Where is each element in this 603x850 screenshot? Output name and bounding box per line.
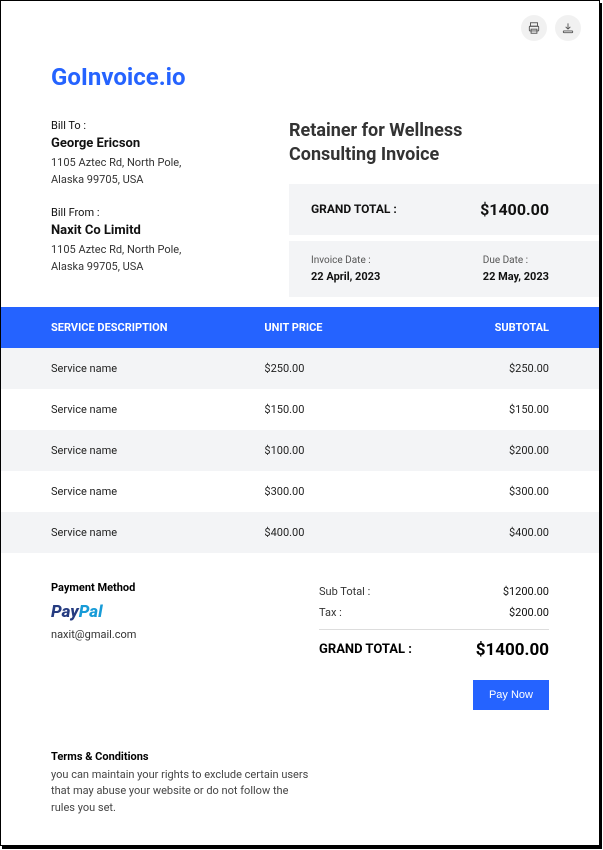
logo: GoInvoice.io	[51, 63, 549, 91]
table-row: Service name $250.00 $250.00	[1, 348, 599, 389]
bill-from-addr2: Alaska 99705, USA	[51, 259, 281, 276]
payment-label: Payment Method	[51, 581, 136, 594]
tax-label: Tax :	[319, 606, 342, 619]
cell-subtotal: $400.00	[407, 526, 549, 539]
cell-price: $400.00	[264, 526, 406, 539]
subtotal-value: $1200.00	[503, 585, 549, 598]
table-header: SERVICE DESCRIPTION UNIT PRICE SUBTOTAL	[1, 307, 599, 348]
cell-price: $250.00	[264, 362, 406, 375]
th-price: UNIT PRICE	[264, 321, 406, 334]
grand-total-label-bottom: GRAND TOTAL :	[319, 642, 412, 657]
cell-price: $300.00	[264, 485, 406, 498]
subtotal-label: Sub Total :	[319, 585, 370, 598]
cell-desc: Service name	[51, 444, 264, 457]
cell-subtotal: $150.00	[407, 403, 549, 416]
payment-email: naxit@gmail.com	[51, 628, 136, 641]
table-row: Service name $150.00 $150.00	[1, 389, 599, 430]
cell-subtotal: $200.00	[407, 444, 549, 457]
due-date-label: Due Date :	[483, 255, 549, 266]
invoice-date: 22 April, 2023	[311, 270, 380, 283]
payment-method: Payment Method PayPal naxit@gmail.com	[51, 581, 136, 660]
print-icon[interactable]	[521, 15, 547, 41]
table-row: Service name $300.00 $300.00	[1, 471, 599, 512]
cell-price: $150.00	[264, 403, 406, 416]
bill-from-name: Naxit Co Limitd	[51, 223, 281, 238]
due-date: 22 May, 2023	[483, 270, 549, 283]
download-icon[interactable]	[555, 15, 581, 41]
invoice-page: GoInvoice.io Bill To : George Ericson 11…	[0, 0, 600, 846]
tax-value: $200.00	[509, 606, 549, 619]
cell-subtotal: $300.00	[407, 485, 549, 498]
grand-total-amount: $1400.00	[480, 200, 549, 219]
grand-total-label: GRAND TOTAL :	[311, 202, 397, 216]
divider	[319, 629, 549, 630]
table-row: Service name $400.00 $400.00	[1, 512, 599, 553]
cell-desc: Service name	[51, 403, 264, 416]
cell-subtotal: $250.00	[407, 362, 549, 375]
bill-from-label: Bill From :	[51, 206, 281, 219]
paypal-logo: PayPal	[51, 602, 136, 622]
invoice-date-label: Invoice Date :	[311, 255, 380, 266]
bill-to-addr1: 1105 Aztec Rd, North Pole,	[51, 155, 281, 172]
cell-desc: Service name	[51, 362, 264, 375]
top-actions	[521, 15, 581, 41]
pay-now-button[interactable]: Pay Now	[473, 680, 549, 710]
cell-desc: Service name	[51, 526, 264, 539]
table-row: Service name $100.00 $200.00	[1, 430, 599, 471]
terms-text: you can maintain your rights to exclude …	[51, 767, 311, 817]
th-subtotal: SUBTOTAL	[407, 321, 549, 334]
bill-to-addr2: Alaska 99705, USA	[51, 172, 281, 189]
cell-price: $100.00	[264, 444, 406, 457]
dates-box: Invoice Date : 22 April, 2023 Due Date :…	[289, 241, 599, 297]
grand-total-box: GRAND TOTAL : $1400.00	[289, 184, 599, 235]
th-desc: SERVICE DESCRIPTION	[51, 321, 264, 334]
terms: Terms & Conditions you can maintain your…	[1, 710, 599, 817]
invoice-title: Retainer for Wellness Consulting Invoice	[289, 119, 549, 168]
bill-to-name: George Ericson	[51, 136, 281, 151]
bill-from-addr1: 1105 Aztec Rd, North Pole,	[51, 242, 281, 259]
cell-desc: Service name	[51, 485, 264, 498]
totals: Sub Total : $1200.00 Tax : $200.00 GRAND…	[319, 581, 549, 660]
terms-title: Terms & Conditions	[51, 750, 549, 763]
grand-total-value-bottom: $1400.00	[476, 640, 549, 660]
bill-to-label: Bill To :	[51, 119, 281, 132]
